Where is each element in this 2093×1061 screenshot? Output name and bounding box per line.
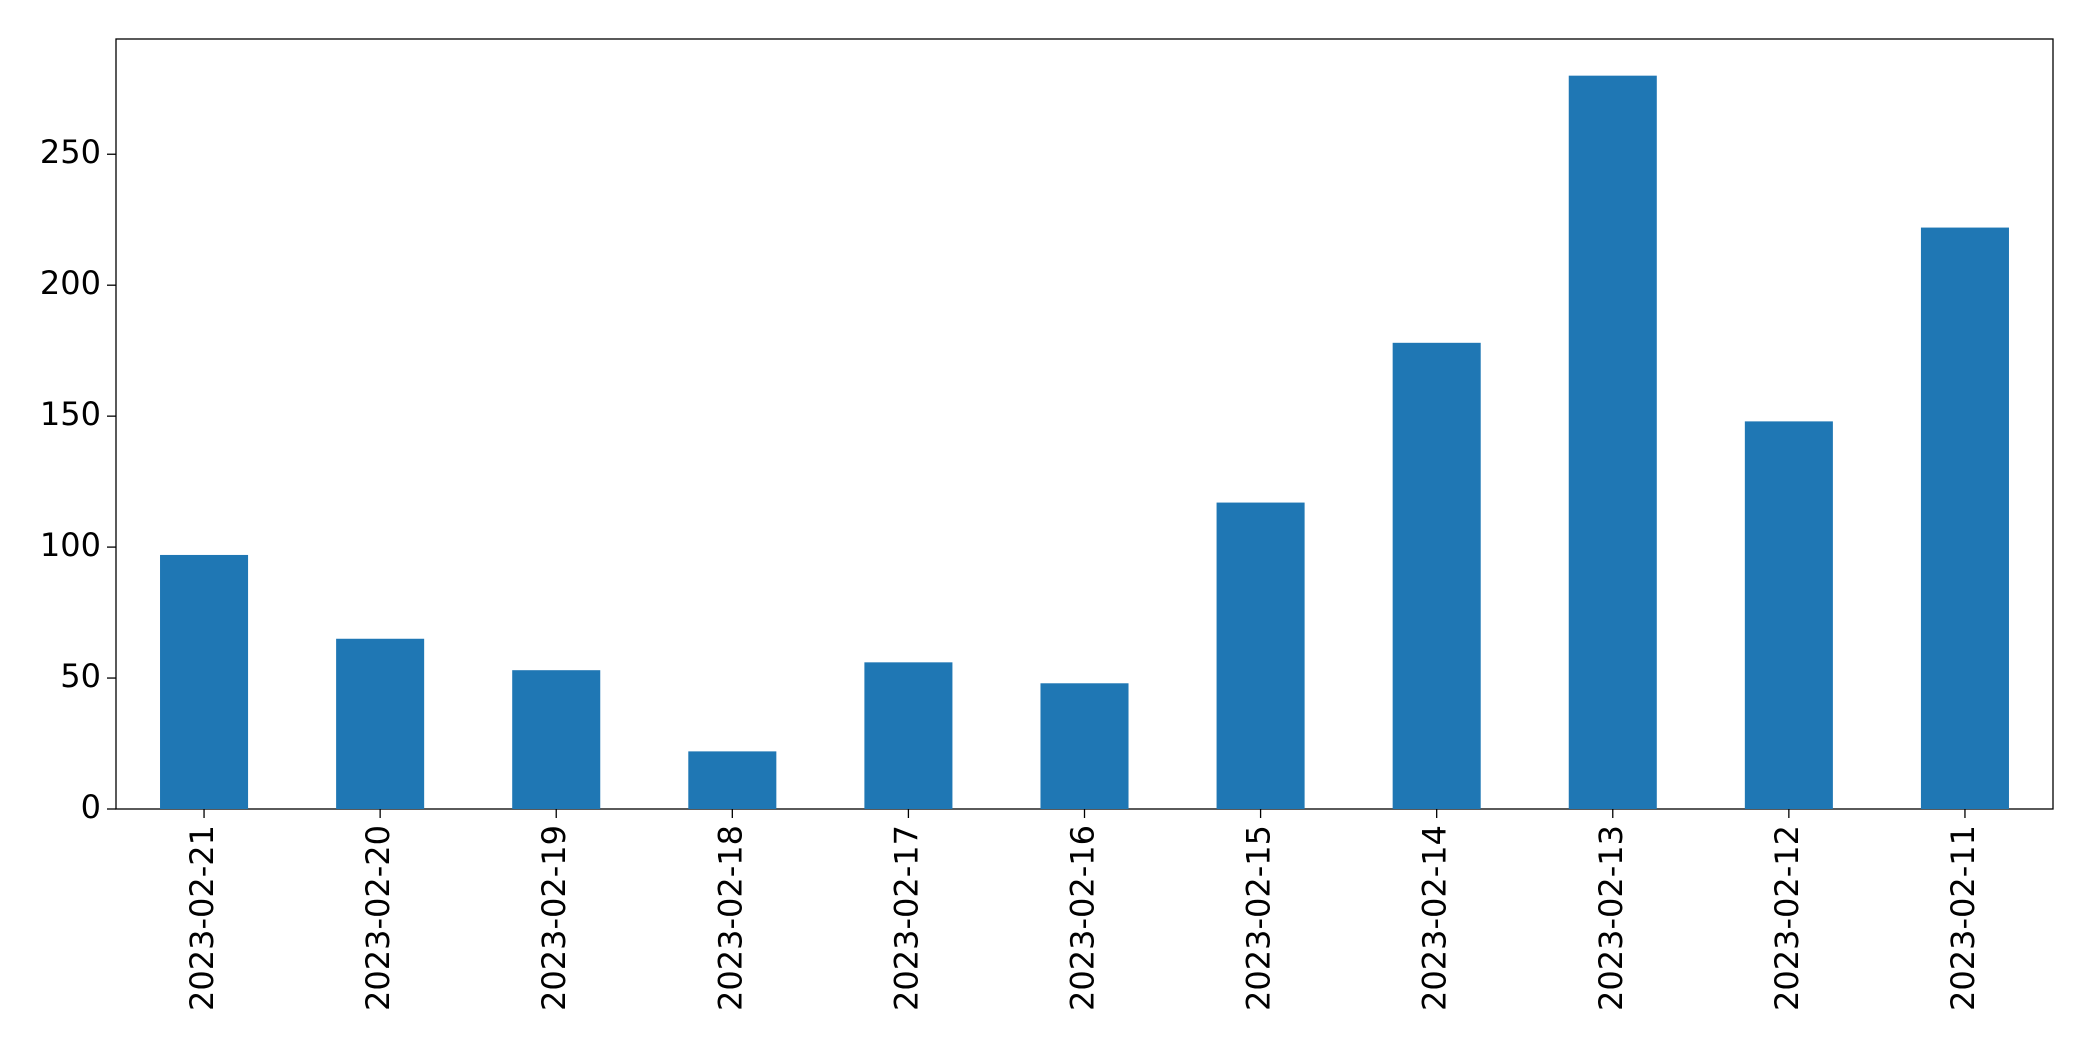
- bar: [1040, 683, 1129, 809]
- x-tick-label: 2023-02-15: [1240, 825, 1278, 1011]
- x-tick-label: 2023-02-13: [1592, 825, 1630, 1011]
- x-tick-label: 2023-02-20: [359, 825, 397, 1011]
- y-tick-label: 200: [40, 264, 101, 302]
- bar: [160, 554, 249, 809]
- bar: [1392, 342, 1481, 809]
- x-tick-label: 2023-02-14: [1416, 825, 1454, 1011]
- y-tick-label: 50: [60, 657, 101, 695]
- bar: [1744, 421, 1833, 809]
- y-tick-label: 100: [40, 526, 101, 564]
- x-tick-label: 2023-02-11: [1944, 825, 1982, 1011]
- bar: [1568, 75, 1657, 809]
- x-tick-label: 2023-02-21: [183, 825, 221, 1011]
- bar: [512, 670, 601, 809]
- y-tick-label: 0: [81, 788, 101, 826]
- x-tick-label: 2023-02-17: [887, 825, 925, 1011]
- bar: [1216, 502, 1305, 809]
- y-tick-label: 150: [40, 395, 101, 433]
- x-tick-label: 2023-02-19: [535, 825, 573, 1011]
- x-tick-label: 2023-02-18: [711, 825, 749, 1011]
- bar: [688, 751, 777, 809]
- x-tick-label: 2023-02-16: [1064, 825, 1102, 1011]
- bar: [336, 638, 425, 809]
- bar: [864, 662, 953, 809]
- x-tick-label: 2023-02-12: [1768, 825, 1806, 1011]
- y-tick-label: 250: [40, 133, 101, 171]
- bar: [1920, 227, 2009, 810]
